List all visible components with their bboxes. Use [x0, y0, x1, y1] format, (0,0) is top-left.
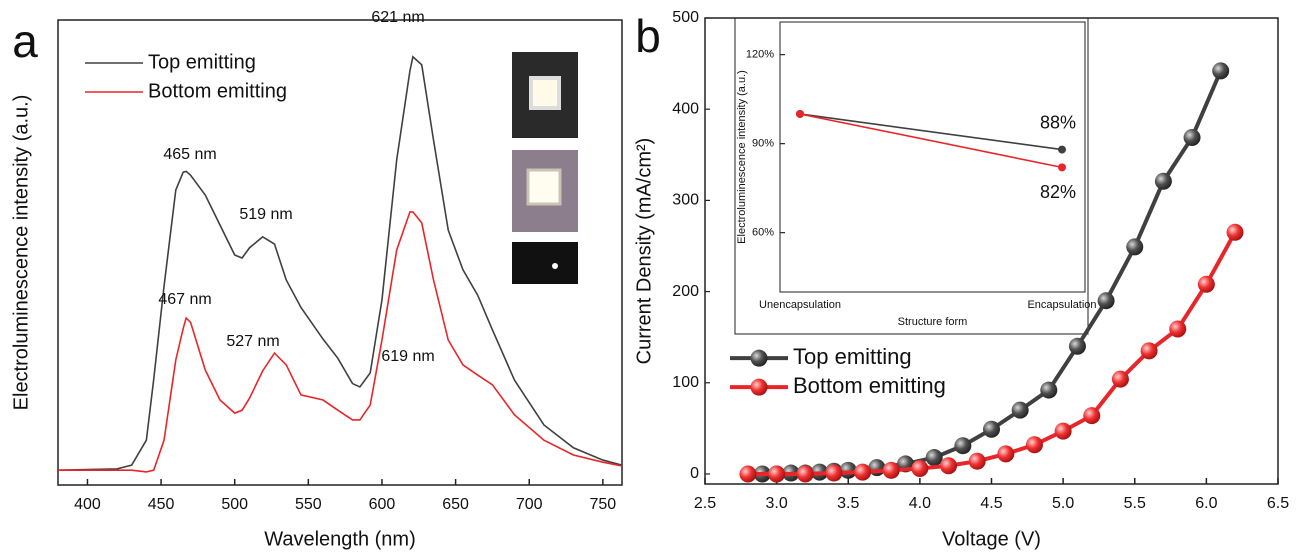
data-point: [796, 465, 814, 483]
annotation: 467 nm: [158, 291, 211, 308]
data-point: [997, 445, 1015, 463]
y-tick-label: 120%: [746, 49, 774, 61]
data-point: [1097, 292, 1115, 310]
legend-label: Top emitting: [793, 344, 912, 369]
y-tick-label: 0: [690, 465, 699, 482]
x-tick-label: 550: [295, 496, 322, 513]
inset-frame: [734, 17, 1089, 335]
data-point: [1083, 407, 1101, 425]
x-tick-label: 750: [590, 496, 617, 513]
annotation: 527 nm: [226, 333, 279, 350]
data-point: [739, 465, 757, 483]
data-point: [882, 461, 900, 479]
series-line: [57, 55, 623, 472]
value-label: 82%: [1040, 182, 1076, 202]
x-tick-label: 4.0: [909, 495, 931, 512]
panel-label: a: [12, 15, 38, 67]
x-tick-label: 700: [516, 496, 543, 513]
x-axis-title: Structure form: [898, 316, 968, 328]
data-point: [911, 459, 929, 477]
data-point: [983, 420, 1000, 438]
data-point: [1054, 422, 1072, 440]
x-tick-label: 3.5: [837, 495, 859, 512]
data-point: [1154, 172, 1172, 190]
x-tick-label: 5.0: [1052, 495, 1074, 512]
x-tick-label: 400: [74, 496, 101, 513]
y-axis-title: Electroluminescence intensity (a.u.): [736, 70, 748, 244]
legend-marker: [750, 378, 768, 396]
y-tick-label: 500: [672, 9, 699, 26]
data-point: [1183, 128, 1201, 146]
data-point: [1169, 320, 1187, 338]
legend-label: Top emitting: [148, 51, 256, 73]
x-tick-label: 450: [148, 496, 175, 513]
x-tick-label: 600: [369, 496, 396, 513]
panel-label: b: [635, 10, 661, 62]
photo-spot: [552, 263, 558, 269]
x-axis-title: Voltage (V): [942, 528, 1041, 550]
y-tick-label: 400: [672, 100, 699, 117]
annotation: 519 nm: [239, 206, 292, 223]
data-point: [1040, 381, 1058, 399]
data-point: [796, 109, 804, 118]
data-point: [1212, 62, 1230, 80]
device-photos: [512, 52, 578, 284]
value-label: 88%: [1040, 112, 1076, 132]
annotation: 621 nm: [371, 9, 424, 26]
data-point: [839, 461, 857, 479]
annotation: 619 nm: [381, 348, 434, 365]
y-axis-title: Current Density (mA/cm²): [633, 138, 655, 365]
x-tick-label: 500: [221, 496, 248, 513]
x-tick-label: 3.0: [766, 495, 788, 512]
x-tick-label: 2.5: [694, 495, 716, 512]
series-line: [799, 113, 1063, 151]
data-point: [825, 464, 843, 482]
data-point: [1126, 238, 1144, 256]
data-point: [1058, 163, 1066, 172]
data-point: [854, 463, 872, 481]
data-point: [1197, 275, 1215, 293]
series-line: [799, 113, 1063, 169]
y-tick-label: 100: [672, 374, 699, 391]
photo-glow: [529, 76, 561, 110]
data-point: [968, 452, 986, 470]
data-point: [940, 457, 958, 475]
data-point: [768, 465, 786, 483]
data-point: [1111, 370, 1129, 388]
x-tick-label: Unencapsulation: [759, 299, 841, 311]
x-tick-label: 6.0: [1195, 495, 1217, 512]
data-point: [1226, 223, 1244, 241]
photo-dark: [512, 242, 578, 284]
x-tick-label: Encapsulation: [1027, 299, 1096, 311]
x-tick-label: 4.5: [980, 495, 1002, 512]
legend-label: Bottom emitting: [148, 80, 287, 102]
plot-frame: [779, 21, 1086, 293]
data-point: [954, 437, 972, 455]
y-tick-label: 90%: [752, 138, 774, 150]
x-tick-label: 6.5: [1267, 495, 1289, 512]
x-tick-label: 650: [442, 496, 469, 513]
y-tick-label: 60%: [752, 227, 774, 239]
photo-glow: [526, 168, 562, 206]
y-tick-label: 300: [672, 192, 699, 209]
legend-marker: [750, 349, 768, 367]
data-point: [1025, 436, 1043, 454]
data-point: [1068, 337, 1086, 355]
data-point: [1058, 145, 1066, 154]
data-point: [1011, 401, 1029, 419]
legend-label: Bottom emitting: [793, 373, 946, 398]
x-axis-title: Wavelength (nm): [264, 528, 416, 550]
x-tick-label: 5.5: [1124, 495, 1146, 512]
series-line: [58, 211, 623, 473]
plot-frame: [57, 19, 623, 486]
y-axis-title: Electroluminescence intensity (a.u.): [10, 95, 32, 411]
data-point: [925, 449, 943, 467]
annotation: 465 nm: [163, 146, 216, 163]
y-tick-label: 200: [672, 283, 699, 300]
data-point: [1140, 342, 1158, 360]
